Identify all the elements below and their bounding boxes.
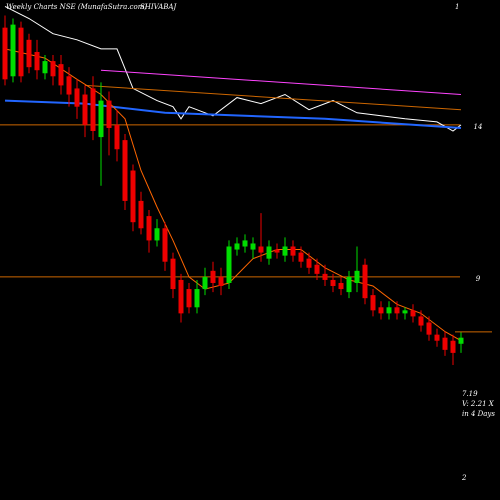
candle-body bbox=[442, 337, 448, 350]
candle-body bbox=[234, 243, 240, 250]
candle-body bbox=[242, 240, 248, 247]
candle-body bbox=[106, 100, 112, 128]
candle-body bbox=[306, 258, 312, 268]
annotation: in 4 Days bbox=[462, 410, 495, 418]
candle-body bbox=[362, 264, 368, 299]
candle-body bbox=[426, 322, 432, 335]
candle-body bbox=[138, 200, 144, 229]
candle-body bbox=[226, 246, 232, 283]
annotation: 1 bbox=[455, 3, 459, 11]
last-price-label: 7.19 bbox=[462, 390, 478, 398]
candle-body bbox=[2, 27, 8, 80]
candle-body bbox=[458, 337, 464, 344]
candle-body bbox=[146, 216, 152, 241]
candle-body bbox=[10, 24, 16, 77]
candle-body bbox=[274, 249, 280, 253]
candle-body bbox=[218, 276, 224, 287]
candle-body bbox=[266, 246, 272, 259]
candle-body bbox=[34, 51, 40, 71]
candle-body bbox=[74, 88, 80, 107]
candle-body bbox=[194, 289, 200, 308]
candle-body bbox=[298, 252, 304, 262]
candle-body bbox=[66, 76, 72, 95]
candle-body bbox=[434, 334, 440, 341]
indicator-line bbox=[4, 5, 462, 132]
y-tick-label: 14 bbox=[474, 123, 483, 131]
candle-body bbox=[98, 100, 104, 138]
candle-body bbox=[370, 295, 376, 311]
candle-body bbox=[210, 270, 216, 283]
candle-body bbox=[154, 228, 160, 241]
annotation: 2 bbox=[461, 474, 467, 482]
candle-body bbox=[410, 310, 416, 317]
candle-body bbox=[26, 39, 32, 68]
candle-body bbox=[330, 279, 336, 287]
candle-body bbox=[202, 276, 208, 290]
candle-body bbox=[338, 282, 344, 290]
candle-body bbox=[402, 310, 408, 314]
candle-body bbox=[450, 340, 456, 353]
indicator-line bbox=[84, 84, 462, 111]
y-tick-label: 9 bbox=[476, 275, 481, 283]
candle-body bbox=[50, 61, 56, 77]
candle-body bbox=[58, 64, 64, 86]
candle-body bbox=[18, 27, 24, 77]
candle-body bbox=[282, 246, 288, 256]
candle-body bbox=[346, 276, 352, 293]
candle-body bbox=[130, 170, 136, 223]
candle-body bbox=[394, 307, 400, 314]
candle-body bbox=[354, 270, 360, 283]
candle-body bbox=[178, 279, 184, 314]
candle-body bbox=[322, 273, 328, 280]
chart-title: Weekly Charts NSE (MunafaSutra.com) bbox=[6, 3, 147, 11]
candle-body bbox=[122, 140, 128, 201]
candle-body bbox=[186, 289, 192, 308]
candle-body bbox=[90, 88, 96, 132]
candle-body bbox=[386, 307, 392, 314]
indicator-line bbox=[4, 99, 462, 129]
candle-body bbox=[162, 228, 168, 262]
candle-body bbox=[250, 243, 256, 250]
candle-body bbox=[170, 258, 176, 290]
candle-body bbox=[290, 246, 296, 256]
candle-body bbox=[418, 316, 424, 326]
candle-body bbox=[82, 94, 88, 125]
candle-body bbox=[378, 307, 384, 314]
candle-body bbox=[258, 246, 264, 253]
candle-body bbox=[42, 61, 48, 74]
indicator-line bbox=[100, 69, 462, 95]
chart-subtitle: SHIVABAJ bbox=[140, 3, 177, 11]
candle-body bbox=[314, 264, 320, 274]
candle-body bbox=[114, 124, 120, 150]
annotation: V: 2.21 X bbox=[462, 400, 495, 408]
